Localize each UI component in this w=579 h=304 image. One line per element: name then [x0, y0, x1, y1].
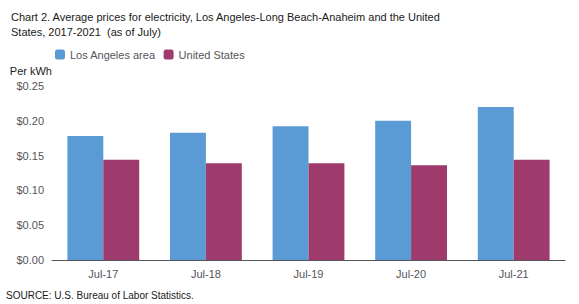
- svg-text:Jul-18: Jul-18: [191, 268, 221, 280]
- svg-text:Jul-20: Jul-20: [396, 268, 426, 280]
- svg-text:$0.20: $0.20: [16, 115, 44, 127]
- svg-text:United States: United States: [179, 49, 246, 61]
- svg-text:SOURCE: U.S. Bureau of Labor S: SOURCE: U.S. Bureau of Labor Statistics.: [6, 290, 194, 301]
- svg-text:$0.10: $0.10: [16, 184, 44, 196]
- svg-text:States, 2017-2021 (as of July: States, 2017-2021 (as of July): [11, 26, 161, 38]
- svg-text:Jul-19: Jul-19: [294, 268, 324, 280]
- svg-text:Los Angeles area: Los Angeles area: [70, 49, 156, 61]
- svg-text:Chart 2. Average prices for el: Chart 2. Average prices for electricity,…: [11, 11, 440, 23]
- svg-text:Per kWh: Per kWh: [10, 65, 52, 77]
- svg-text:$0.05: $0.05: [16, 219, 44, 231]
- svg-text:$0.25: $0.25: [16, 80, 44, 92]
- svg-text:Jul-21: Jul-21: [499, 268, 529, 280]
- svg-text:$0.00: $0.00: [16, 254, 44, 266]
- svg-text:$0.15: $0.15: [16, 150, 44, 162]
- svg-text:Jul-17: Jul-17: [88, 268, 118, 280]
